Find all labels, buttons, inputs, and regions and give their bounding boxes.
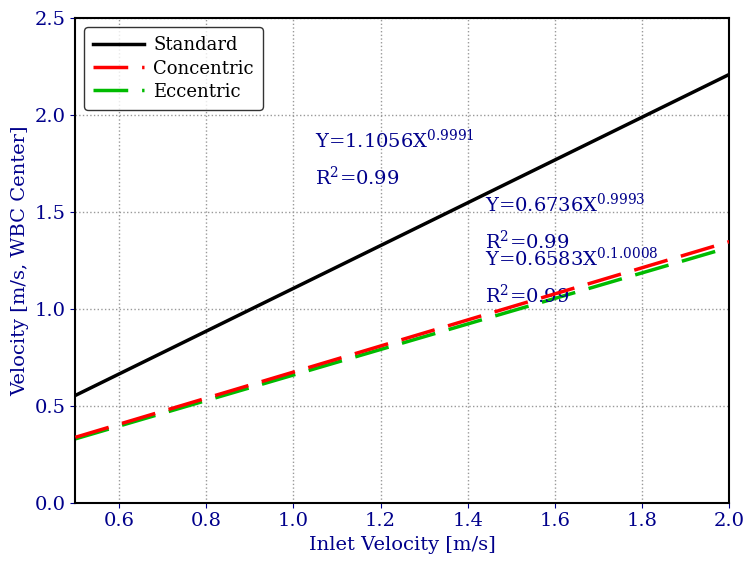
Text: Y=0.6583X$^{0.1.0008}$: Y=0.6583X$^{0.1.0008}$: [485, 247, 658, 270]
Concentric: [460, 318, 469, 324]
Standard: [460, 201, 469, 208]
Standard: [386, 237, 395, 244]
Concentric: [386, 340, 395, 346]
Y-axis label: Velocity [m/s, WBC Center]: Velocity [m/s, WBC Center]: [11, 125, 29, 396]
Standard: [425, 218, 434, 225]
Eccentric: [382, 345, 391, 351]
Eccentric: [725, 244, 734, 251]
Concentric: [71, 434, 80, 441]
Text: Y=1.1056X$^{0.9991}$: Y=1.1056X$^{0.9991}$: [315, 129, 475, 152]
Eccentric: [460, 321, 469, 328]
Standard: [382, 240, 391, 246]
Eccentric: [71, 436, 80, 442]
Eccentric: [607, 279, 616, 285]
Legend: Standard, Concentric, Eccentric: Standard, Concentric, Eccentric: [85, 27, 262, 110]
Standard: [607, 129, 616, 136]
Standard: [71, 392, 80, 399]
X-axis label: Inlet Velocity [m/s]: Inlet Velocity [m/s]: [309, 536, 496, 554]
Concentric: [725, 238, 734, 245]
Concentric: [425, 328, 434, 335]
Concentric: [709, 243, 718, 250]
Text: R$^{2}$=0.99: R$^{2}$=0.99: [485, 229, 570, 253]
Eccentric: [425, 332, 434, 338]
Text: R$^{2}$=0.99: R$^{2}$=0.99: [485, 284, 570, 307]
Standard: [709, 79, 718, 85]
Concentric: [607, 273, 616, 280]
Text: R$^{2}$=0.99: R$^{2}$=0.99: [315, 166, 400, 189]
Eccentric: [386, 344, 395, 350]
Line: Concentric: Concentric: [76, 242, 730, 437]
Line: Standard: Standard: [76, 75, 730, 395]
Eccentric: [709, 249, 718, 255]
Concentric: [382, 341, 391, 347]
Standard: [725, 71, 734, 78]
Text: Y=0.6736X$^{0.9993}$: Y=0.6736X$^{0.9993}$: [485, 193, 646, 216]
Line: Eccentric: Eccentric: [76, 247, 730, 439]
